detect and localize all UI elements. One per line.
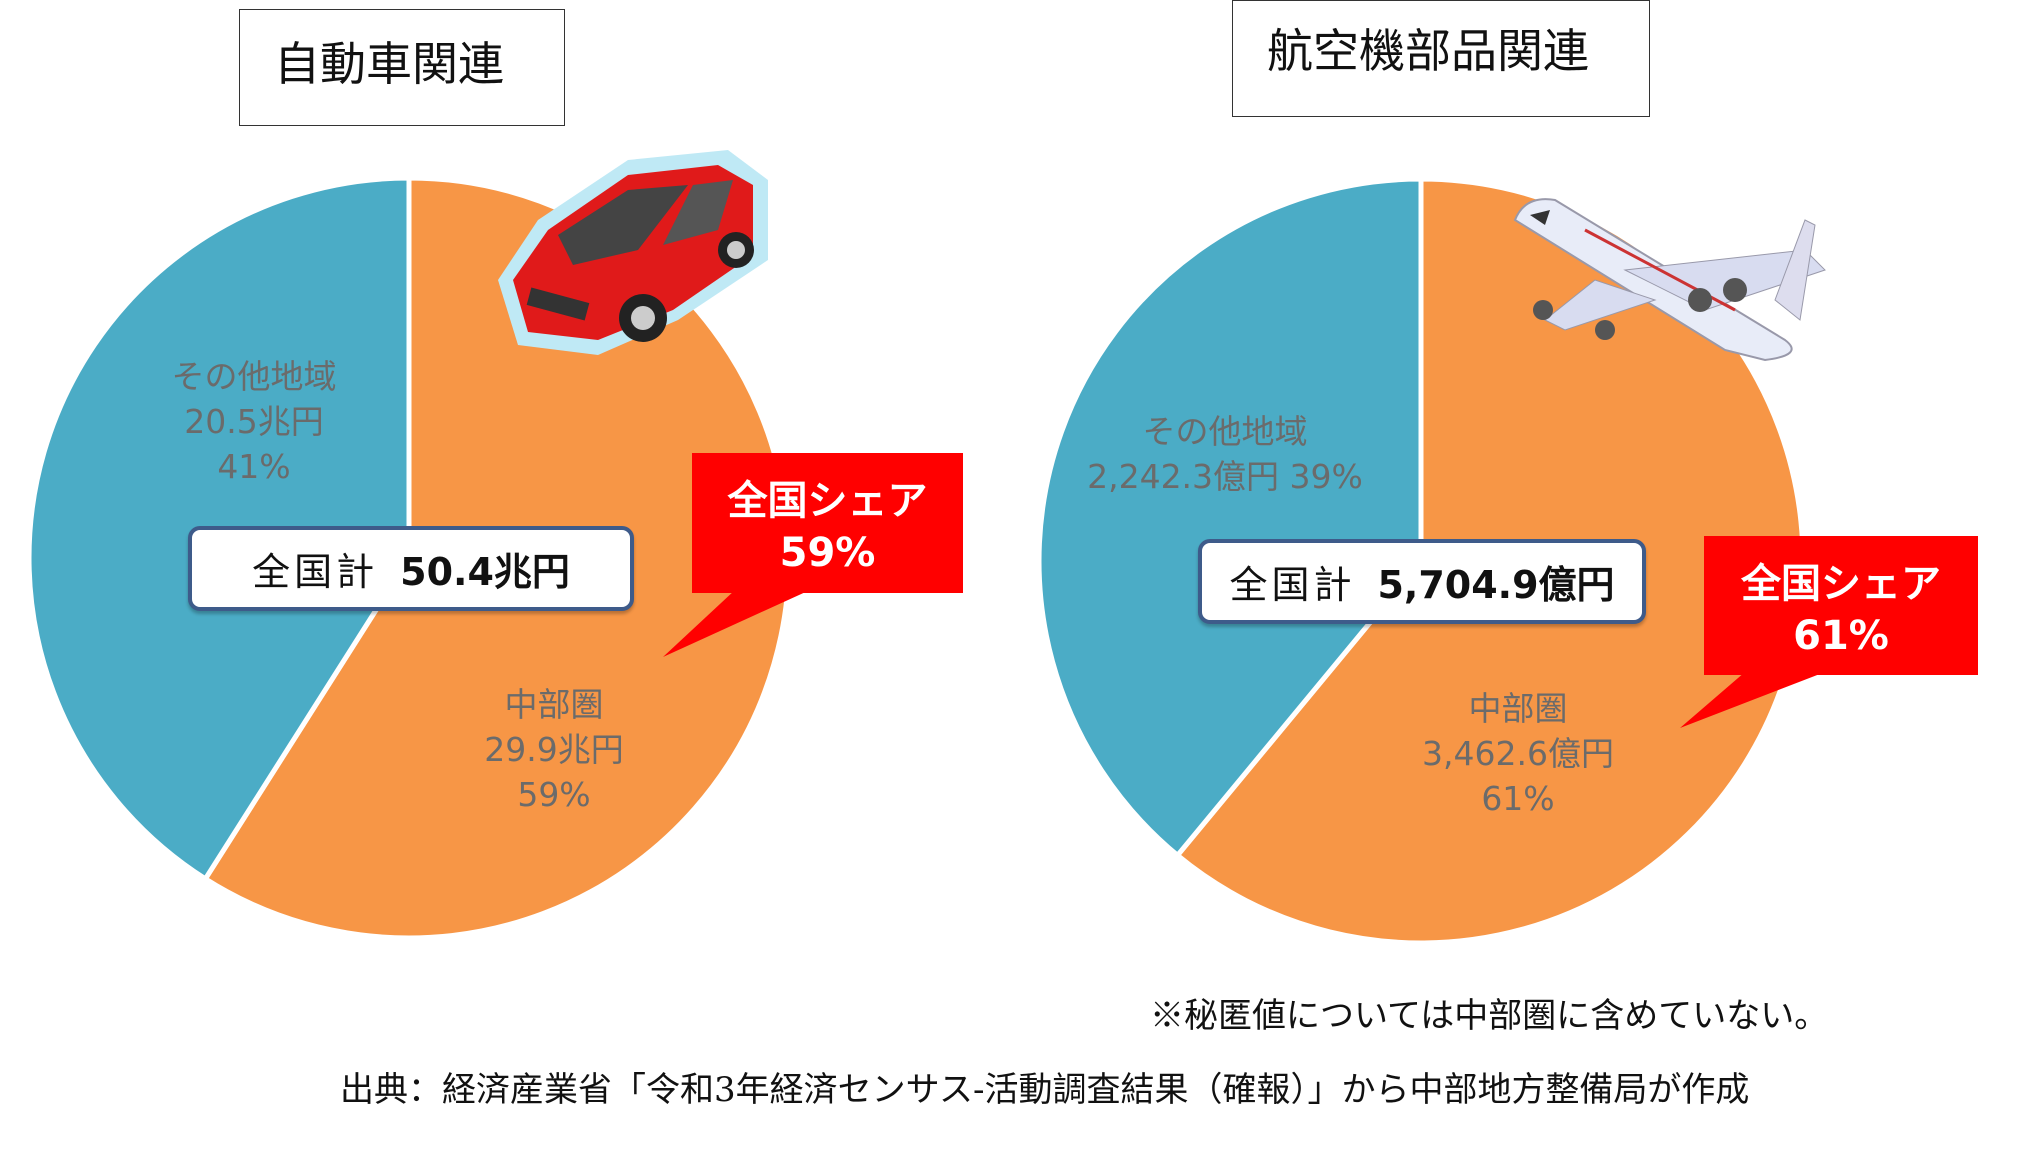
- slice-name: 中部圏: [504, 685, 604, 724]
- footnote: ※秘匿値については中部圏に含めていない。: [1150, 996, 1829, 1036]
- total-value: 5,704.9億円: [1377, 563, 1615, 607]
- pie-slice-other: [1036, 176, 1424, 859]
- chart-title-aircraft: 航空機部品関連: [1232, 0, 1650, 117]
- total-box: 全国計 5,704.9億円: [1198, 539, 1646, 624]
- slice-percent: 41%: [217, 447, 291, 486]
- chart-title-automotive: 自動車関連: [239, 9, 565, 126]
- share-callout: 全国シェア 61%: [1704, 536, 1978, 675]
- total-label: 全国計: [1229, 563, 1356, 607]
- callout-value: 59%: [779, 530, 876, 576]
- slice-amount: 2,242.3億円: [1087, 457, 1280, 496]
- slice-name: その他地域: [1142, 412, 1308, 451]
- slice-name: 中部圏: [1468, 689, 1568, 728]
- total-label: 全国計: [252, 550, 379, 594]
- source-citation: 出典：経済産業省「令和3年経済センサス-活動調査結果（確報）」から中部地方整備局…: [340, 1070, 1750, 1110]
- airplane-icon: [1513, 198, 1826, 362]
- slice-label-other: その他地域 20.5兆円 41%: [172, 354, 337, 489]
- slice-amount: 3,462.6億円: [1422, 734, 1614, 773]
- slice-label-chubu: 中部圏 29.9兆円 59%: [484, 682, 623, 817]
- callout-value: 61%: [1793, 613, 1889, 659]
- total-box: 全国計 50.4兆円: [188, 526, 634, 611]
- slice-name: その他地域: [171, 357, 337, 396]
- callout-pointer: [1680, 672, 1825, 728]
- share-callout: 全国シェア 59%: [692, 453, 963, 593]
- callout-title: 全国シェア: [727, 478, 928, 524]
- callout-pointer: [663, 590, 810, 657]
- slice-label-other: その他地域 2,242.3億円 39%: [1087, 409, 1363, 499]
- slice-percent: 59%: [517, 775, 591, 814]
- total-value: 50.4兆円: [400, 550, 570, 594]
- slice-amount: 20.5兆円: [184, 402, 324, 441]
- car-icon: [498, 150, 768, 355]
- callout-title: 全国シェア: [1741, 561, 1941, 607]
- slice-label-chubu: 中部圏 3,462.6億円 61%: [1422, 686, 1614, 821]
- slice-amount: 29.9兆円: [484, 730, 624, 769]
- slice-percent: 39%: [1289, 457, 1363, 496]
- slice-percent: 61%: [1481, 779, 1555, 818]
